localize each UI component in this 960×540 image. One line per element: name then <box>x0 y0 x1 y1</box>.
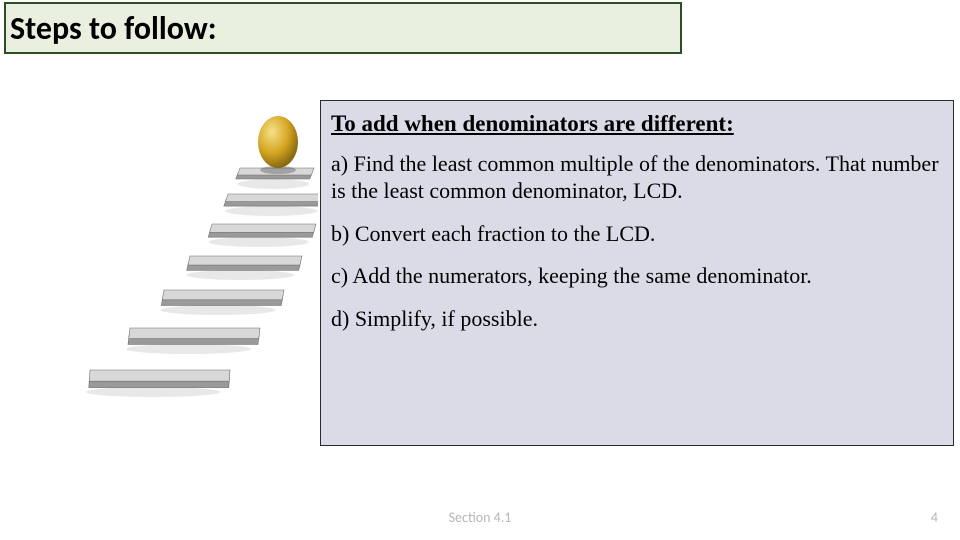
content-box: To add when denominators are different: … <box>320 100 954 446</box>
steps-egg-illustration <box>60 100 318 400</box>
footer-page-number: 4 <box>931 509 938 526</box>
content-heading: To add when denominators are different: <box>331 111 947 137</box>
step-c: c) Add the numerators, keeping the same … <box>331 263 947 290</box>
step-a: a) Find the least common multiple of the… <box>331 151 947 205</box>
step-d: d) Simplify, if possible. <box>331 306 947 333</box>
slide-title: Steps to follow: <box>10 9 217 48</box>
slide: Steps to follow: To add when denominator… <box>0 0 960 540</box>
footer-section: Section 4.1 <box>0 509 960 526</box>
step-b: b) Convert each fraction to the LCD. <box>331 221 947 248</box>
title-box: Steps to follow: <box>4 2 682 54</box>
